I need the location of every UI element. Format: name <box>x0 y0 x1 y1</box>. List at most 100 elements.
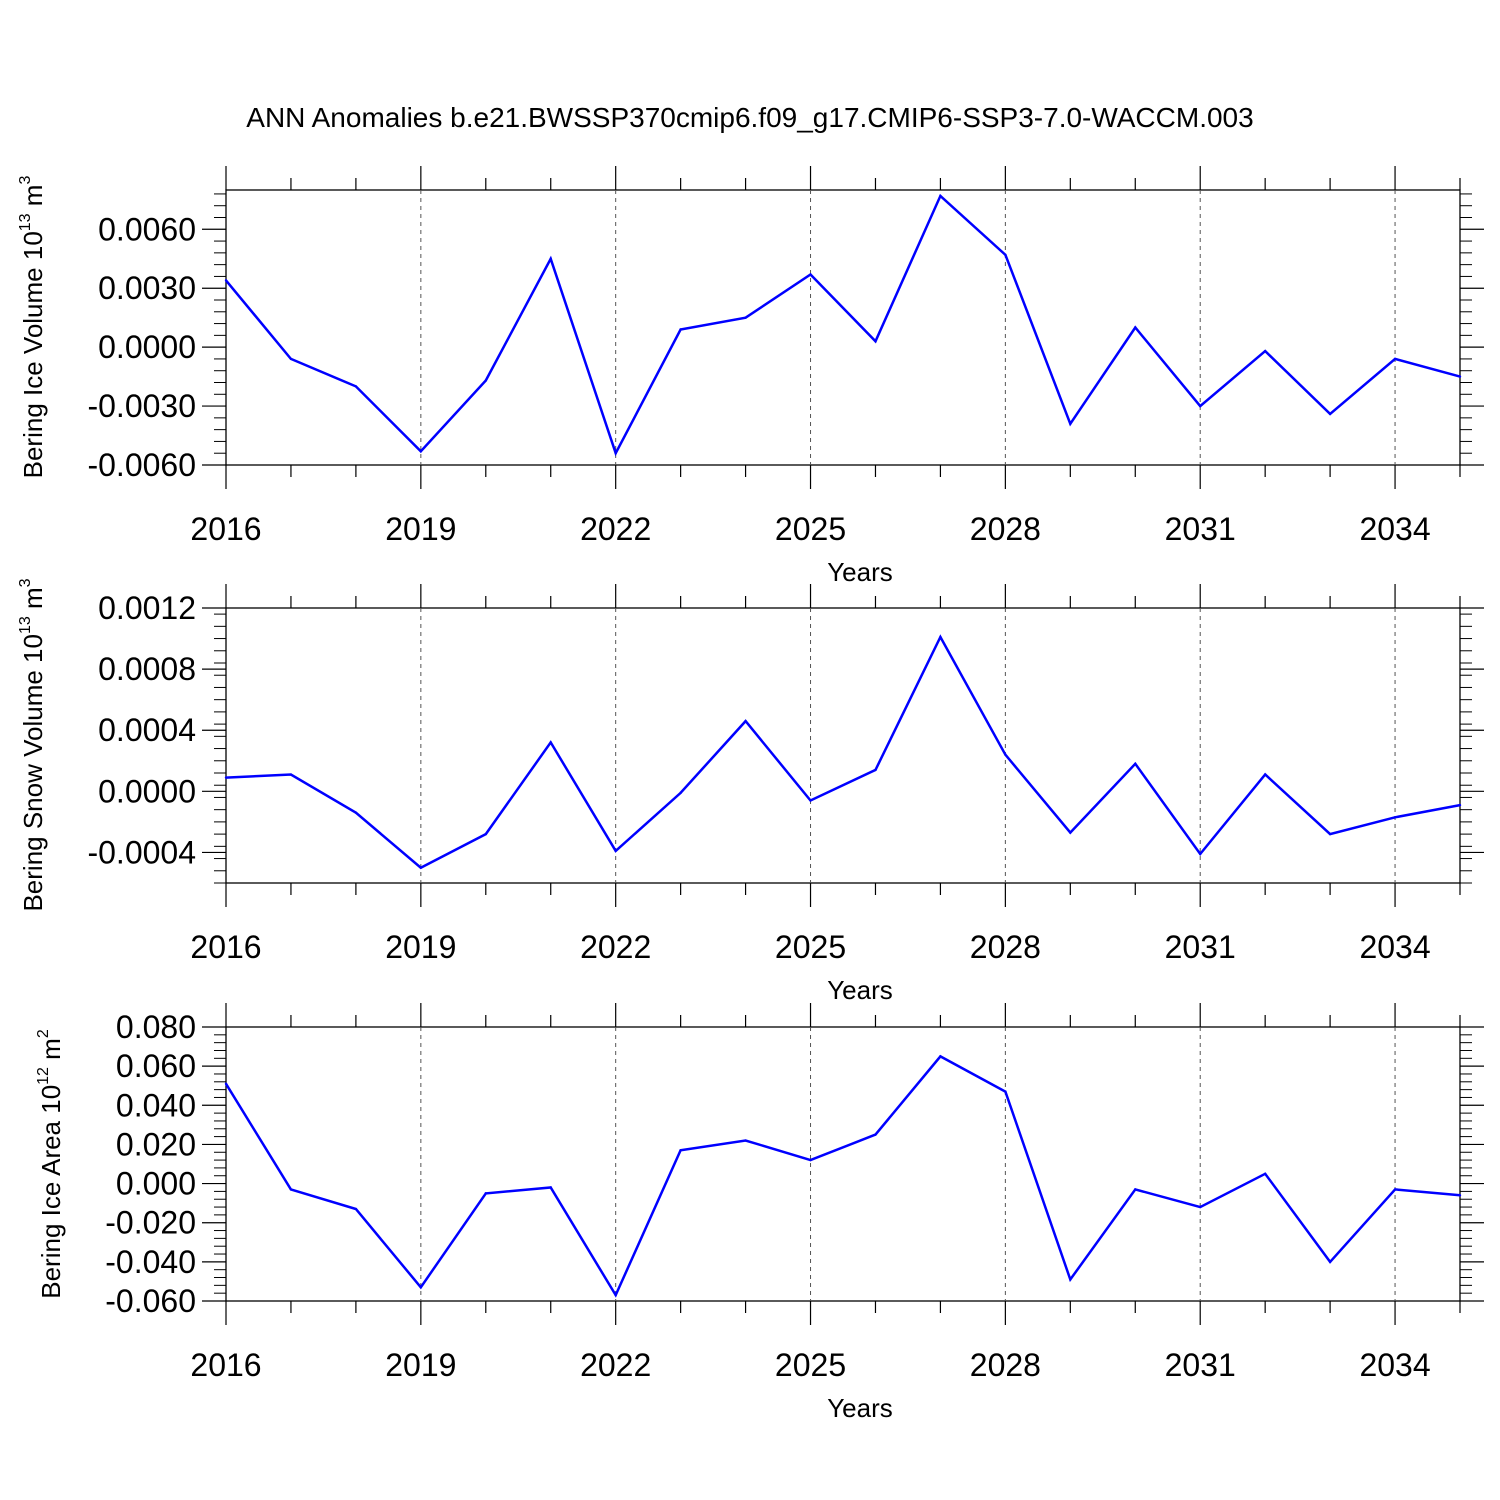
y-tick-label: 0.0000 <box>98 773 196 809</box>
x-tick-label: 2031 <box>1165 1347 1236 1383</box>
x-tick-label: 2025 <box>775 929 846 965</box>
data-point <box>939 635 942 639</box>
data-point <box>419 1286 423 1289</box>
data-point <box>1393 357 1397 361</box>
data-point <box>549 257 552 260</box>
x-tick-label: 2016 <box>190 511 261 547</box>
data-point <box>224 1082 228 1085</box>
data-point <box>419 450 423 453</box>
data-point <box>224 279 228 282</box>
series-line <box>224 1054 1461 1298</box>
data-point <box>809 273 812 276</box>
data-point <box>354 385 358 388</box>
x-tick-label: 2028 <box>970 511 1041 547</box>
x-tick-label: 2016 <box>190 929 261 965</box>
x-tick-label: 2022 <box>580 511 651 547</box>
y-tick-label: -0.060 <box>105 1283 196 1319</box>
data-point <box>939 1055 942 1058</box>
data-point <box>1393 816 1397 819</box>
y-tick-label: 0.0008 <box>98 651 196 687</box>
chart-panel-1: 2016 2019 2022 2025 2028 2031 2034 Years -0.0060… <box>17 166 1484 587</box>
chart-panel-3: 2016 2019 2022 2025 2028 2031 2034Years-0.060-… <box>35 1003 1484 1423</box>
data-point <box>679 328 682 331</box>
x-tick-label: 2019 <box>385 511 456 547</box>
x-tick-label: 2028 <box>970 1347 1041 1383</box>
series-line <box>225 634 1461 870</box>
data-point <box>1134 326 1137 329</box>
data-point <box>1069 831 1072 834</box>
x-tick-label: 2028 <box>970 929 1041 965</box>
data-point <box>1004 1090 1007 1093</box>
y-tick-label: 0.0060 <box>98 211 196 247</box>
x-tick-label: 2019 <box>385 929 456 965</box>
data-point <box>1263 773 1267 776</box>
plot-frame <box>225 1026 1461 1302</box>
data-point <box>1069 1278 1072 1281</box>
data-point <box>1199 404 1202 408</box>
data-point <box>1134 762 1137 766</box>
x-tick-label: 2022 <box>580 929 651 965</box>
y-axis-label: Bering Ice Area 1012 m2 <box>35 1029 66 1299</box>
data-point <box>484 832 487 836</box>
data-point <box>1199 1205 1202 1209</box>
data-point <box>614 452 617 455</box>
x-axis-label: Years <box>827 975 893 1005</box>
y-tick-label: 0.0004 <box>98 712 196 748</box>
data-point <box>1393 1188 1397 1191</box>
data-point <box>744 1139 747 1142</box>
y-axis-label: Bering Ice Volume 1013 m3 <box>17 176 48 479</box>
data-point <box>1004 753 1007 756</box>
data-point <box>809 1158 812 1162</box>
y-tick-label: -0.0004 <box>87 834 196 870</box>
data-point <box>1458 1194 1462 1197</box>
data-point <box>354 1207 358 1211</box>
plot-frame <box>225 189 1461 466</box>
y-tick-label: 0.0000 <box>98 329 196 365</box>
x-tick-label: 2019 <box>385 1347 456 1383</box>
data-point <box>289 357 293 361</box>
data-point <box>1458 375 1462 378</box>
x-axis-label: Years <box>827 557 893 587</box>
x-tick-label: 2025 <box>775 511 846 547</box>
data-point <box>1328 1260 1332 1264</box>
chart-title: ANN Anomalies b.e21.BWSSP370cmip6.f09_g1… <box>246 102 1253 133</box>
x-tick-label: 2031 <box>1165 929 1236 965</box>
y-tick-label: -0.020 <box>105 1205 196 1241</box>
data-point <box>1328 412 1332 416</box>
data-point <box>679 1149 682 1152</box>
data-point <box>224 776 228 779</box>
data-point <box>289 1188 293 1191</box>
data-point <box>484 1192 487 1195</box>
y-tick-label: 0.060 <box>116 1048 196 1084</box>
y-tick-label: 0.020 <box>116 1126 196 1162</box>
chart-panels: 2016 2019 2022 2025 2028 2031 2034 Years -0.0060… <box>17 166 1484 1423</box>
data-point <box>549 741 552 744</box>
x-tick-label: 2016 <box>190 1347 261 1383</box>
data-point <box>614 1293 617 1297</box>
y-tick-label: 0.0030 <box>98 270 196 306</box>
x-tick-label: 2034 <box>1359 511 1430 547</box>
data-point <box>549 1186 552 1189</box>
x-tick-label: 2034 <box>1359 1347 1430 1383</box>
data-point <box>354 811 358 814</box>
data-point <box>679 791 682 795</box>
chart-panel-2: 2016 2019 2022 2025 2028 2031 2034 Years -0.0004… <box>17 578 1484 1005</box>
x-tick-label: 2022 <box>580 1347 651 1383</box>
y-tick-label: -0.0030 <box>87 388 196 424</box>
data-point <box>744 316 747 319</box>
data-point <box>744 719 747 723</box>
data-point <box>1004 253 1007 257</box>
data-point <box>874 1133 877 1136</box>
data-point <box>809 799 812 802</box>
data-point <box>874 340 877 343</box>
x-tick-label: 2025 <box>775 1347 846 1383</box>
data-point <box>1199 852 1202 856</box>
data-point <box>289 773 293 776</box>
plot-frame <box>225 607 1461 884</box>
data-point <box>484 379 487 382</box>
y-tick-label: -0.040 <box>105 1244 196 1280</box>
x-axis-label: Years <box>827 1393 893 1423</box>
data-point <box>614 849 617 853</box>
y-tick-label: 0.000 <box>116 1166 196 1202</box>
series-line <box>225 193 1461 457</box>
